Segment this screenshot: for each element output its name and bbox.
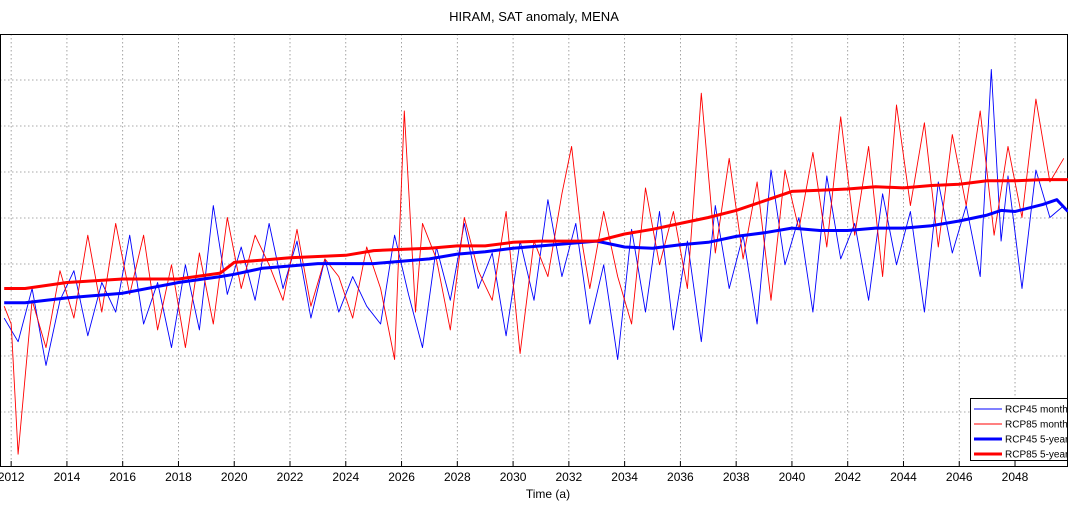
x-tick-label: 2040 — [779, 470, 806, 484]
gridlines — [0, 34, 1068, 466]
plot-area-frame — [0, 34, 1068, 467]
x-tick-label: 2030 — [500, 470, 527, 484]
series-line-2 — [3, 92, 1065, 455]
x-tick-label: 2046 — [946, 470, 973, 484]
x-tick-label: 2016 — [109, 470, 136, 484]
x-axis-ticks: 2012 2014 2016 2018 2020 2022 2024 2026 2028 2030… — [0, 461, 1029, 484]
x-tick-label: 2048 — [1002, 470, 1029, 484]
x-tick-label: 2014 — [54, 470, 81, 484]
x-tick-label: 2038 — [723, 470, 750, 484]
legend-entry-label: RCP45 5-year mean — [1005, 435, 1068, 446]
x-tick-label: 2022 — [277, 470, 304, 484]
x-tick-label: 2042 — [834, 470, 861, 484]
x-tick-label: 2036 — [667, 470, 694, 484]
x-tick-label: 2028 — [444, 470, 471, 484]
x-tick-label: 2032 — [556, 470, 583, 484]
x-tick-label: 2024 — [332, 470, 359, 484]
series-line-1 — [3, 69, 1065, 366]
chart-title: HIRAM, SAT anomaly, MENA — [449, 9, 619, 24]
series-line-4 — [4, 178, 1068, 290]
x-axis-label: Time (a) — [526, 487, 570, 501]
x-tick-label: 2044 — [890, 470, 917, 484]
x-tick-label: 2034 — [611, 470, 638, 484]
legend-entry-label: RCP45 monthly — [1005, 405, 1068, 416]
x-tick-label: 2026 — [388, 470, 415, 484]
legend-entry-label: RCP85 monthly — [1005, 420, 1068, 431]
legend-entry-label: RCP85 5-year mean — [1005, 450, 1068, 461]
series-lines — [3, 69, 1068, 455]
x-tick-label: 2020 — [221, 470, 248, 484]
legend: RCP45 monthly RCP85 monthly RCP45 5-year m… — [970, 398, 1068, 461]
x-tick-label: 2012 — [0, 470, 25, 484]
x-tick-label: 2018 — [165, 470, 192, 484]
